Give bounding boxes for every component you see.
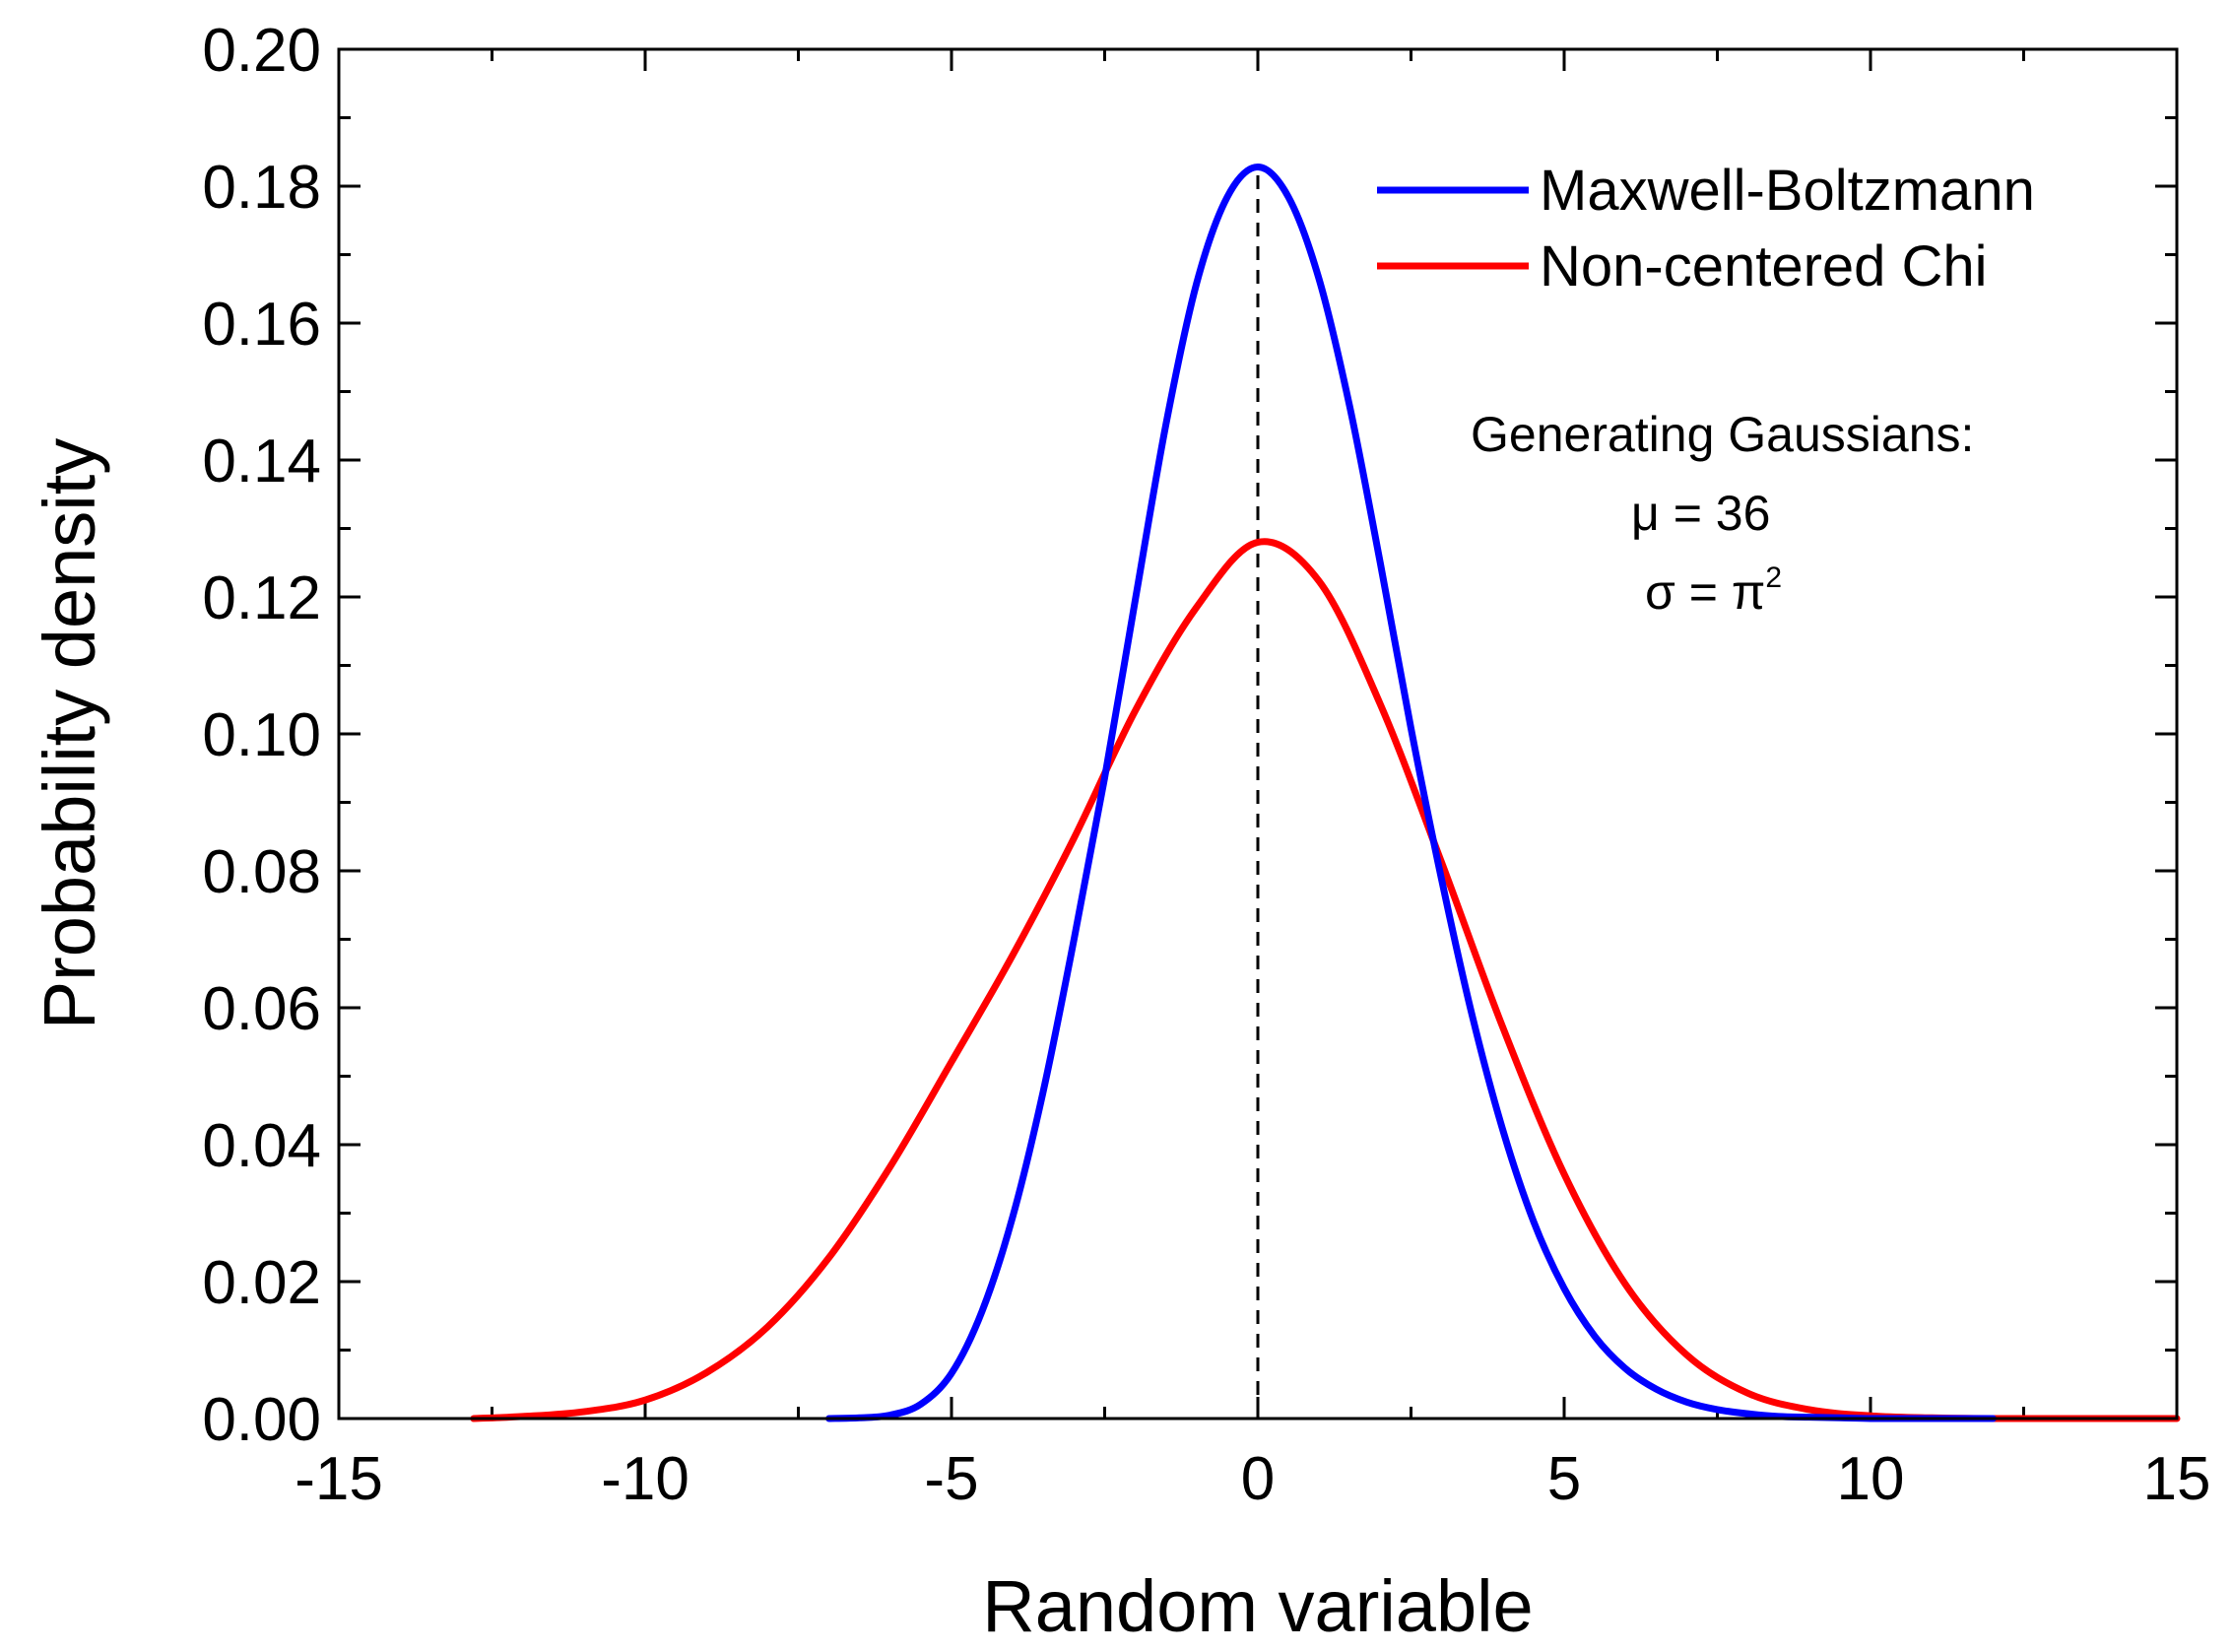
y-tick-label: 0.04 [202, 1112, 321, 1180]
x-tick-label: 15 [2143, 1445, 2211, 1513]
y-tick-label: 0.12 [202, 564, 321, 632]
x-axis-title: Random variable [982, 1565, 1533, 1647]
annotation-sigma-exponent: 2 [1765, 562, 1782, 594]
y-tick-label: 0.14 [202, 428, 321, 496]
legend: Maxwell-Boltzmann Non-centered Chi [1377, 159, 2035, 298]
x-tick-label: -5 [924, 1445, 978, 1513]
y-axis-title: Probability density [29, 438, 110, 1030]
x-tick-label: -10 [601, 1445, 689, 1513]
x-tick-label: 10 [1837, 1445, 1905, 1513]
axis-ticks-group [337, 47, 2179, 1421]
annotation-sigma: σ = π2 [1645, 562, 1782, 620]
y-tick-label: 0.10 [202, 701, 321, 769]
annotation-sigma-prefix: σ = π [1645, 564, 1765, 620]
y-tick-label: 0.18 [202, 154, 321, 222]
x-tick-label: 0 [1241, 1445, 1275, 1513]
annotation: Generating Gaussians: μ = 36 σ = π2 [1471, 407, 1974, 620]
x-tick-label: -15 [295, 1445, 383, 1513]
legend-label-maxwell-boltzmann: Maxwell-Boltzmann [1540, 159, 2035, 223]
legend-label-non-centered-chi: Non-centered Chi [1540, 234, 1988, 298]
y-tick-label: 0.02 [202, 1249, 321, 1317]
y-tick-label: 0.16 [202, 291, 321, 359]
y-tick-label: 0.00 [202, 1386, 321, 1454]
series-line-maxwell-boltzmann [825, 164, 1997, 1422]
series-line-non-centered-chi [470, 538, 2181, 1422]
x-tick-label: 5 [1547, 1445, 1581, 1513]
tick-labels-group: -15 -10 -5 0 5 10 15 0.00 0.02 0.04 0.06 0.08 0.10 0.… [202, 17, 2210, 1513]
plot-frame [337, 47, 2179, 1421]
y-tick-label: 0.06 [202, 975, 321, 1043]
annotation-mu: μ = 36 [1631, 486, 1770, 541]
y-tick-label: 0.08 [202, 838, 321, 906]
series-group [470, 164, 2181, 1422]
annotation-title: Generating Gaussians: [1471, 407, 1974, 462]
y-tick-label: 0.20 [202, 17, 321, 85]
